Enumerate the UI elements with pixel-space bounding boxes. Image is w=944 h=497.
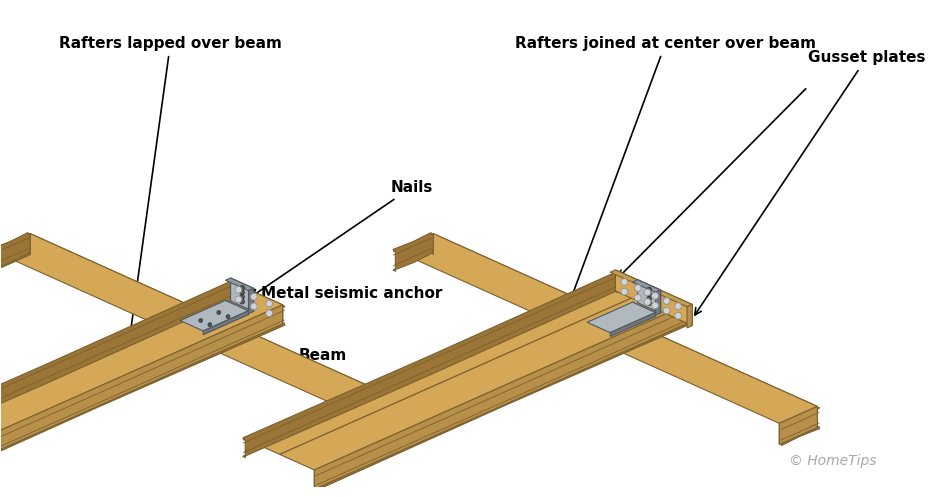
Text: Rafters joined at center over beam: Rafters joined at center over beam	[514, 36, 816, 313]
Polygon shape	[396, 234, 818, 423]
Polygon shape	[226, 300, 248, 315]
Polygon shape	[655, 290, 661, 316]
Circle shape	[240, 290, 244, 295]
Circle shape	[199, 319, 203, 323]
Circle shape	[208, 323, 211, 327]
Circle shape	[226, 315, 230, 319]
Polygon shape	[376, 407, 414, 444]
Polygon shape	[632, 302, 655, 317]
Text: Nails: Nails	[252, 180, 432, 296]
Circle shape	[644, 299, 650, 305]
Text: Metal seismic anchor: Metal seismic anchor	[235, 286, 442, 301]
Circle shape	[250, 293, 257, 300]
Polygon shape	[314, 305, 688, 490]
Text: Beam: Beam	[284, 348, 347, 364]
Polygon shape	[610, 313, 655, 336]
Polygon shape	[587, 302, 655, 332]
Polygon shape	[637, 280, 661, 313]
Text: Gusset plates: Gusset plates	[695, 51, 925, 315]
Polygon shape	[0, 281, 233, 467]
Circle shape	[217, 311, 221, 315]
Polygon shape	[651, 289, 685, 324]
Circle shape	[634, 294, 641, 301]
Polygon shape	[0, 234, 414, 423]
Polygon shape	[780, 407, 819, 445]
Circle shape	[647, 292, 651, 297]
Circle shape	[240, 295, 244, 299]
Circle shape	[235, 286, 242, 293]
Circle shape	[266, 300, 273, 307]
Polygon shape	[615, 270, 692, 326]
Circle shape	[647, 296, 651, 301]
Circle shape	[235, 296, 242, 303]
Circle shape	[664, 307, 670, 314]
Polygon shape	[0, 282, 282, 470]
Polygon shape	[393, 233, 433, 272]
Polygon shape	[233, 282, 282, 324]
Polygon shape	[0, 305, 285, 490]
Polygon shape	[0, 305, 282, 489]
Polygon shape	[0, 233, 30, 272]
Circle shape	[240, 299, 244, 304]
Polygon shape	[279, 289, 685, 470]
Circle shape	[621, 288, 628, 295]
Polygon shape	[226, 278, 254, 291]
Circle shape	[250, 303, 257, 310]
Circle shape	[651, 302, 659, 309]
Polygon shape	[780, 407, 818, 444]
Circle shape	[675, 303, 682, 310]
Polygon shape	[687, 305, 692, 328]
Polygon shape	[180, 300, 248, 331]
Polygon shape	[616, 270, 659, 309]
Circle shape	[647, 301, 651, 306]
Polygon shape	[0, 234, 30, 272]
Text: © HomeTips: © HomeTips	[788, 454, 876, 468]
Circle shape	[266, 310, 273, 317]
Circle shape	[644, 289, 650, 296]
Polygon shape	[243, 273, 616, 458]
Polygon shape	[248, 288, 254, 314]
Polygon shape	[30, 234, 414, 427]
Circle shape	[621, 279, 628, 285]
Polygon shape	[433, 234, 818, 427]
Polygon shape	[376, 407, 416, 445]
Text: Rafters lapped over beam: Rafters lapped over beam	[59, 36, 282, 345]
Polygon shape	[230, 278, 254, 312]
Polygon shape	[245, 274, 651, 454]
Circle shape	[675, 313, 682, 319]
Circle shape	[664, 298, 670, 304]
Circle shape	[651, 292, 659, 299]
Polygon shape	[610, 270, 692, 307]
Polygon shape	[616, 274, 651, 309]
Polygon shape	[632, 280, 661, 292]
Polygon shape	[314, 305, 685, 489]
Polygon shape	[203, 311, 248, 335]
Circle shape	[634, 285, 641, 291]
Circle shape	[240, 285, 244, 290]
Circle shape	[647, 287, 651, 292]
